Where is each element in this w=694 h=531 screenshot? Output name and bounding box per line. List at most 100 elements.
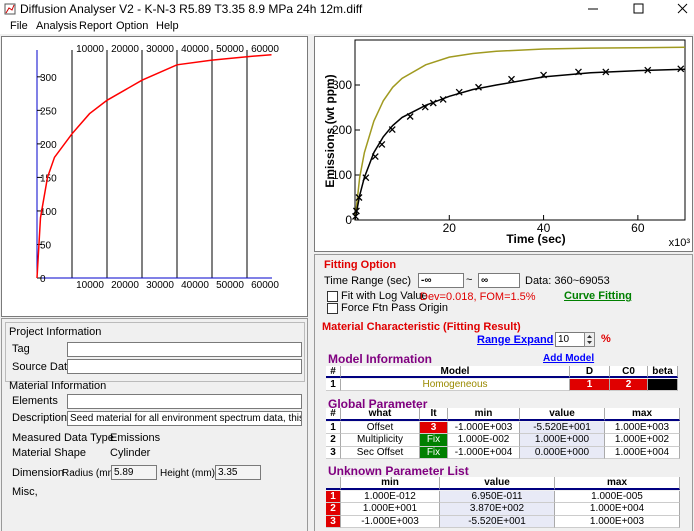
range-from-input[interactable]: -∞ [418,273,464,288]
table-header-cell: value [520,408,605,421]
menu-item[interactable]: Option [116,20,148,32]
table-header-cell: max [605,408,680,421]
menu-item[interactable]: Analysis [36,20,77,32]
table-header-cell: max [555,477,680,490]
field-label: Tag [12,343,30,355]
window-controls[interactable] [580,0,694,18]
range-to-input[interactable]: ∞ [478,273,520,288]
description-input[interactable]: Seed material for all environment spectr… [67,411,302,426]
field-label: Description [12,412,67,424]
field-label: Material Shape [12,447,86,459]
table-header-cell: # [326,408,341,421]
x-tick-label: 20000 [111,44,139,55]
table-cell[interactable]: 1 [570,379,610,391]
table-cell[interactable]: -1.000E+003 [341,516,440,529]
table-header-cell: beta [648,366,678,378]
x-axis-title: Time (sec) [506,232,565,246]
table-cell[interactable]: 1.000E+000 [520,434,605,447]
table-cell[interactable]: 1.000E+001 [341,503,440,516]
table-heading: Model Information [328,352,432,366]
table-cell[interactable]: Fix [420,434,448,447]
percent-sign: % [601,333,611,345]
range-expand-link[interactable]: Range Expand [477,334,553,346]
height-input[interactable]: 3.35 [215,465,261,480]
table-cell[interactable]: 3 [420,422,448,435]
y-tick-label: 0 [345,213,352,227]
table-cell[interactable]: 1.000E-005 [555,491,680,504]
table-heading: Unknown Parameter List [328,464,469,478]
add-model-link[interactable]: Add Model [543,353,594,364]
table-cell[interactable]: 1.000E-012 [341,491,440,504]
window-title: Diffusion Analyser V2 - K-N-3 R5.89 T3.3… [20,2,362,16]
table-cell[interactable]: 2 [610,379,648,391]
table-cell[interactable]: 1 [326,422,341,435]
field-value: Cylinder [110,447,150,459]
x-tick-label: 40000 [181,44,209,55]
table-cell[interactable]: 6.950E-011 [440,491,555,504]
table-cell[interactable]: 1.000E+003 [605,422,680,435]
table-cell[interactable]: -5.520E+001 [520,422,605,435]
elements-input[interactable] [67,394,302,409]
table-cell[interactable]: 1 [326,379,341,391]
table-cell[interactable]: 1.000E-002 [448,434,520,447]
checkbox-label[interactable]: Force Ftn Pass Origin [341,302,448,314]
field-label: Elements [12,395,58,407]
source-input[interactable] [67,359,302,374]
table-cell[interactable]: -5.520E+001 [440,516,555,529]
data-range: Data: 360~69053 [525,275,610,287]
x-tick-label: 20 [443,221,457,235]
table-header-cell: value [440,477,555,490]
right-chart: 2040600100200300Time (sec)x10³Emissions … [314,36,692,251]
table-cell[interactable]: 2 [326,434,341,447]
field-label: Source Data [12,361,73,373]
x-tick-label: 30000 [146,44,174,55]
range-separator: ~ [466,274,472,286]
x-tick-label: 60000 [251,280,279,291]
table-header-cell: # [326,366,341,378]
table-cell[interactable] [648,379,678,391]
checkbox[interactable] [327,291,338,302]
menu-item[interactable]: File [10,20,28,32]
x-tick-label: 10000 [76,280,104,291]
x-tick-label: 50000 [216,44,244,55]
table-cell[interactable]: 1.000E+003 [555,516,680,529]
table-cell[interactable]: Homogeneous [341,379,570,391]
menu-item[interactable]: Report [79,20,112,32]
table-cell[interactable]: Offset [341,422,420,435]
left-chart: 1000010000200002000030000300004000040000… [1,36,307,316]
x-multiplier: x10³ [669,237,691,249]
table-cell[interactable]: 1.000E+002 [605,434,680,447]
table-cell[interactable]: Fix [420,447,448,460]
table-cell[interactable]: 3.870E+002 [440,503,555,516]
table-cell[interactable]: 3 [326,516,341,529]
table-cell[interactable]: Multiplicity [341,434,420,447]
x-tick-label: 30000 [146,280,174,291]
checkbox-label[interactable]: Fit with Log Value [341,290,428,302]
spinner[interactable] [584,332,595,347]
section-heading: Fitting Option [324,259,396,271]
field-label: Misc, [12,486,38,498]
table-cell[interactable]: 2 [326,503,341,516]
table-cell[interactable]: -1.000E+004 [448,447,520,460]
table-cell[interactable]: 1.000E+004 [605,447,680,460]
table-header-cell: min [448,408,520,421]
range-expand-input[interactable]: 10 [555,332,585,347]
radius-input[interactable]: 5.89 [111,465,157,480]
field-label: Dimension [12,467,64,479]
tag-input[interactable] [67,342,302,357]
x-tick-label: 50000 [216,280,244,291]
curve-fitting-button[interactable]: Curve Fitting [564,290,632,302]
table-cell[interactable]: 1.000E+004 [555,503,680,516]
table-header-cell: min [341,477,440,490]
menu-bar: File AnalysisReport Option Help [0,18,694,34]
table-cell[interactable]: -1.000E+003 [448,422,520,435]
menu-item[interactable]: Help [156,20,179,32]
table-cell[interactable]: Sec Offset [341,447,420,460]
y-tick-label: 250 [40,106,57,117]
checkbox[interactable] [327,303,338,314]
table-cell[interactable]: 0.000E+000 [520,447,605,460]
x-tick-label: 10000 [76,44,104,55]
table-cell[interactable]: 1 [326,491,341,504]
table-cell[interactable]: 3 [326,447,341,460]
